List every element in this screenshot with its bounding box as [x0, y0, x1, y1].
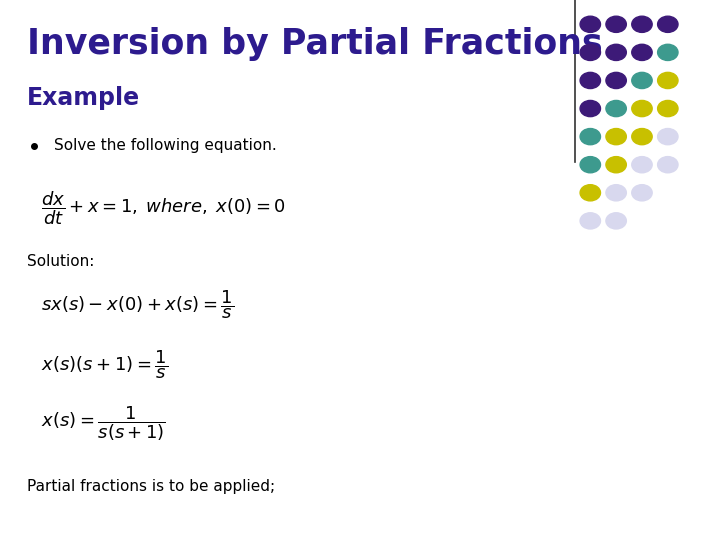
Text: Inversion by Partial Fractions: Inversion by Partial Fractions	[27, 27, 603, 61]
Text: $x(s)(s+1) = \dfrac{1}{s}$: $x(s)(s+1) = \dfrac{1}{s}$	[41, 348, 168, 381]
Circle shape	[657, 72, 678, 89]
Circle shape	[631, 100, 652, 117]
Circle shape	[580, 213, 600, 229]
Circle shape	[580, 185, 600, 201]
Circle shape	[631, 44, 652, 60]
Circle shape	[606, 185, 626, 201]
Circle shape	[580, 72, 600, 89]
Circle shape	[631, 129, 652, 145]
Circle shape	[657, 157, 678, 173]
Circle shape	[606, 129, 626, 145]
Circle shape	[580, 100, 600, 117]
Circle shape	[631, 157, 652, 173]
Circle shape	[606, 72, 626, 89]
Circle shape	[657, 129, 678, 145]
Text: Example: Example	[27, 86, 140, 110]
Text: $x(s) = \dfrac{1}{s(s+1)}$: $x(s) = \dfrac{1}{s(s+1)}$	[41, 404, 166, 443]
Circle shape	[606, 16, 626, 32]
Circle shape	[631, 185, 652, 201]
Circle shape	[631, 16, 652, 32]
Circle shape	[606, 44, 626, 60]
Circle shape	[606, 213, 626, 229]
Circle shape	[580, 129, 600, 145]
Text: Solve the following equation.: Solve the following equation.	[55, 138, 277, 153]
Circle shape	[580, 44, 600, 60]
Text: Solution:: Solution:	[27, 254, 94, 269]
Circle shape	[657, 100, 678, 117]
Circle shape	[657, 16, 678, 32]
Text: Partial fractions is to be applied;: Partial fractions is to be applied;	[27, 478, 275, 494]
Text: $\dfrac{dx}{dt} + x = 1,\; \mathit{where},\; x(0) = 0$: $\dfrac{dx}{dt} + x = 1,\; \mathit{where…	[41, 189, 286, 227]
Circle shape	[606, 100, 626, 117]
Circle shape	[580, 16, 600, 32]
Text: $sx(s) - x(0) + x(s) = \dfrac{1}{s}$: $sx(s) - x(0) + x(s) = \dfrac{1}{s}$	[41, 289, 234, 321]
Circle shape	[580, 157, 600, 173]
Circle shape	[657, 44, 678, 60]
Circle shape	[631, 72, 652, 89]
Circle shape	[606, 157, 626, 173]
